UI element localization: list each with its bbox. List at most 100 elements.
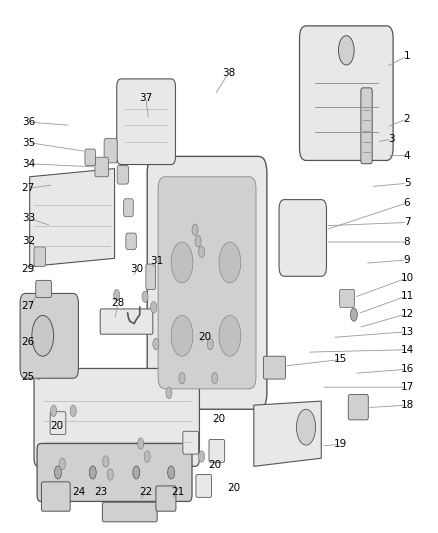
FancyBboxPatch shape [37, 443, 192, 502]
FancyBboxPatch shape [339, 289, 354, 308]
Text: 17: 17 [400, 382, 413, 392]
Circle shape [219, 242, 241, 283]
Text: 24: 24 [72, 488, 85, 497]
Circle shape [50, 405, 57, 417]
FancyBboxPatch shape [183, 431, 198, 454]
Text: 25: 25 [22, 372, 35, 382]
Circle shape [144, 451, 150, 462]
Circle shape [297, 409, 316, 445]
FancyBboxPatch shape [279, 200, 326, 276]
Text: 20: 20 [208, 460, 221, 470]
Circle shape [219, 316, 241, 356]
Text: 20: 20 [50, 422, 64, 431]
Polygon shape [254, 401, 321, 466]
Text: 26: 26 [22, 336, 35, 346]
Circle shape [59, 458, 65, 470]
Text: 20: 20 [228, 482, 241, 492]
FancyBboxPatch shape [202, 263, 210, 278]
Circle shape [171, 242, 193, 283]
FancyBboxPatch shape [202, 243, 210, 257]
Text: 14: 14 [400, 345, 413, 354]
FancyBboxPatch shape [36, 280, 51, 297]
Text: 31: 31 [151, 256, 164, 266]
Text: 15: 15 [334, 354, 347, 365]
FancyBboxPatch shape [156, 486, 176, 511]
Circle shape [103, 456, 109, 467]
Circle shape [192, 224, 198, 236]
Circle shape [198, 451, 205, 462]
Polygon shape [30, 168, 115, 266]
Text: 34: 34 [22, 159, 35, 169]
Circle shape [168, 466, 175, 479]
Text: 37: 37 [139, 93, 152, 103]
FancyBboxPatch shape [209, 439, 225, 462]
FancyBboxPatch shape [100, 309, 153, 334]
Text: 8: 8 [404, 237, 410, 247]
Circle shape [339, 36, 354, 65]
Circle shape [198, 246, 205, 257]
Text: 28: 28 [111, 298, 125, 308]
Circle shape [107, 469, 113, 480]
Circle shape [171, 316, 193, 356]
FancyBboxPatch shape [42, 482, 70, 511]
FancyBboxPatch shape [104, 139, 117, 163]
Circle shape [32, 316, 53, 356]
Text: 32: 32 [22, 236, 35, 246]
FancyBboxPatch shape [50, 411, 66, 434]
Text: 12: 12 [400, 309, 413, 319]
Circle shape [138, 438, 144, 449]
FancyBboxPatch shape [348, 394, 368, 420]
Text: 22: 22 [139, 488, 152, 497]
Circle shape [350, 308, 357, 321]
Circle shape [195, 236, 201, 247]
Text: 10: 10 [400, 273, 413, 283]
Circle shape [142, 291, 148, 302]
Text: 18: 18 [400, 400, 413, 410]
Text: 13: 13 [400, 327, 413, 337]
FancyBboxPatch shape [95, 157, 109, 177]
Circle shape [212, 373, 218, 384]
FancyBboxPatch shape [146, 264, 155, 289]
FancyBboxPatch shape [263, 356, 286, 379]
Circle shape [166, 387, 172, 399]
Circle shape [153, 338, 159, 350]
Text: 20: 20 [212, 414, 226, 424]
Circle shape [179, 373, 185, 384]
Circle shape [133, 466, 140, 479]
FancyBboxPatch shape [102, 502, 157, 522]
Text: 3: 3 [389, 134, 395, 144]
Circle shape [89, 466, 96, 479]
Text: 9: 9 [404, 255, 410, 265]
Text: 36: 36 [22, 117, 35, 127]
FancyBboxPatch shape [20, 294, 78, 378]
FancyBboxPatch shape [200, 217, 208, 233]
Text: 30: 30 [131, 264, 144, 274]
FancyBboxPatch shape [85, 149, 95, 165]
Text: 35: 35 [22, 138, 35, 148]
Circle shape [207, 338, 213, 350]
Text: 6: 6 [404, 198, 410, 208]
FancyBboxPatch shape [361, 88, 372, 164]
Circle shape [114, 289, 120, 301]
FancyBboxPatch shape [34, 247, 46, 266]
FancyBboxPatch shape [300, 26, 393, 160]
FancyBboxPatch shape [198, 192, 206, 208]
FancyBboxPatch shape [117, 79, 176, 165]
Text: 38: 38 [222, 68, 235, 78]
Text: 27: 27 [22, 183, 35, 193]
Text: 23: 23 [94, 488, 107, 497]
Circle shape [70, 405, 76, 417]
Text: 11: 11 [400, 291, 413, 301]
Text: 1: 1 [404, 51, 410, 61]
FancyBboxPatch shape [147, 156, 267, 409]
Text: 29: 29 [22, 264, 35, 274]
Text: 4: 4 [404, 150, 410, 160]
Circle shape [151, 302, 157, 313]
Text: 33: 33 [22, 213, 35, 223]
Text: 21: 21 [171, 488, 184, 497]
FancyBboxPatch shape [196, 474, 212, 497]
Text: 19: 19 [334, 439, 347, 449]
Circle shape [54, 466, 61, 479]
Text: 5: 5 [404, 179, 410, 188]
Text: 2: 2 [404, 114, 410, 124]
